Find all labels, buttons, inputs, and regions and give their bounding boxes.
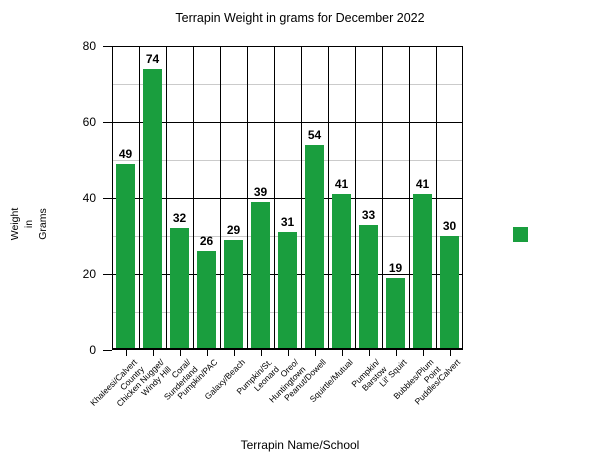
x-tick-mark: [260, 350, 262, 356]
bar: [332, 194, 351, 350]
x-tick-mark: [341, 350, 343, 356]
bar-value-label: 30: [442, 219, 457, 233]
x-tick-mark: [179, 350, 181, 356]
column-divider: [220, 46, 221, 350]
bar-value-label: 29: [226, 222, 241, 237]
bar: [224, 239, 243, 350]
y-tick-label: 80: [82, 39, 96, 53]
column-divider: [274, 46, 275, 350]
column-divider: [462, 46, 463, 350]
bar: [413, 194, 432, 350]
bar-value-label: 54: [307, 127, 322, 142]
bar: [143, 68, 162, 350]
x-tick-mark: [449, 350, 451, 356]
gridline-minor: [112, 84, 463, 85]
bar-value-label: 39: [253, 184, 268, 199]
y-axis-title-line: Grams: [37, 208, 50, 240]
bar: [170, 228, 189, 350]
bar: [197, 251, 216, 350]
x-tick-mark: [368, 350, 370, 356]
bar: [251, 201, 270, 350]
column-divider: [409, 46, 410, 350]
bar-value-label: 49: [118, 146, 133, 161]
bar-value-label: 19: [388, 260, 403, 275]
column-divider: [193, 46, 194, 350]
y-tick-label: 0: [89, 343, 96, 357]
plot-area: 49 74 32 26 29 39 31 54 41 33 19 41 30: [112, 46, 463, 350]
y-tick-mark: [103, 122, 112, 123]
gridline-minor: [112, 160, 463, 161]
x-tick-mark: [422, 350, 424, 356]
column-divider: [112, 46, 113, 350]
column-divider: [139, 46, 140, 350]
bar-value-label: 32: [172, 211, 187, 226]
column-divider: [436, 46, 437, 350]
gridline-major: [112, 198, 463, 199]
bar-value-label: 26: [199, 234, 214, 249]
column-divider: [355, 46, 356, 350]
y-tick-mark: [103, 274, 112, 275]
column-divider: [301, 46, 302, 350]
gridline-major: [112, 46, 463, 47]
bar: [440, 236, 459, 350]
y-tick-mark: [103, 46, 112, 47]
bar: [116, 163, 135, 350]
y-axis-title-line: in: [23, 219, 36, 229]
x-tick-mark: [125, 350, 127, 356]
x-tick-mark: [233, 350, 235, 356]
bar: [386, 277, 405, 350]
x-tick-mark: [206, 350, 208, 356]
y-axis-title: Weight in Grams: [8, 178, 54, 270]
y-tick-label: 20: [82, 267, 96, 281]
x-axis-line: [112, 348, 463, 350]
y-tick-mark: [103, 350, 112, 351]
chart-title: Terrapin Weight in grams for December 20…: [175, 11, 425, 25]
x-axis-title: Terrapin Name/School: [240, 438, 360, 452]
x-tick-mark: [395, 350, 397, 356]
bar-value-label: 41: [415, 177, 430, 192]
bar: [305, 144, 324, 350]
column-divider: [247, 46, 248, 350]
y-axis-title-line: Weight: [9, 207, 21, 241]
bar-value-label: 41: [334, 177, 349, 192]
y-tick-label: 60: [82, 115, 96, 129]
bar: [278, 232, 297, 350]
x-tick-mark: [152, 350, 154, 356]
bar: [359, 224, 378, 350]
bar-value-label: 31: [280, 215, 295, 230]
x-tick-mark: [287, 350, 289, 356]
bar-value-label: 74: [145, 51, 160, 66]
column-divider: [166, 46, 167, 350]
y-tick-label: 40: [82, 191, 96, 205]
bar-value-label: 33: [361, 207, 376, 222]
column-divider: [382, 46, 383, 350]
legend-marker: [513, 227, 528, 242]
y-tick-mark: [103, 198, 112, 199]
column-divider: [328, 46, 329, 350]
x-tick-mark: [314, 350, 316, 356]
gridline-major: [112, 122, 463, 123]
